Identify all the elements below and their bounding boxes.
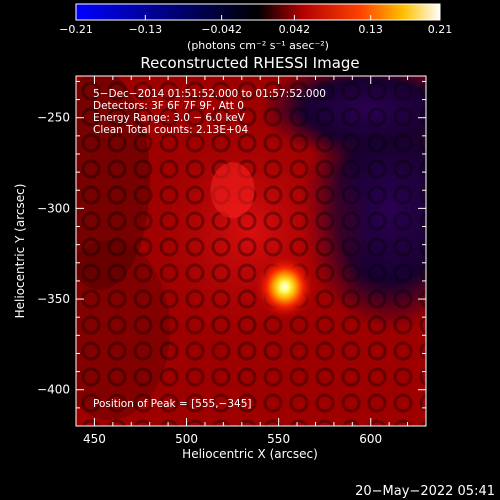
y-tick-label: −350: [37, 292, 70, 306]
x-axis-ticks: 450 500 550 600: [83, 76, 409, 446]
x-axis-label: Heliocentric X (arcsec): [182, 447, 318, 461]
heatmap-image: [76, 76, 426, 426]
colorbar-tick-label: 0.042: [279, 23, 311, 36]
colorbar-tick-label: 0.13: [358, 23, 383, 36]
x-tick-label: 500: [175, 432, 198, 446]
footer-timestamp: 20−May−2022 05:41: [355, 484, 495, 499]
peak-position-label: Position of Peak = [555,−345]: [93, 398, 252, 410]
y-tick-label: −400: [37, 383, 70, 397]
colorbar: −0.21 −0.13 −0.042 0.042 0.13 0.21 (photons c…: [59, 3, 452, 52]
secondary-source-mark: [210, 162, 255, 219]
colorbar-tick-label: 0.21: [428, 23, 453, 36]
x-tick-label: 450: [83, 432, 106, 446]
colorbar-tick-label: −0.13: [128, 23, 162, 36]
colorbar-gradient: [75, 3, 441, 21]
annotation-line: Detectors: 3F 6F 7F 9F, Att 0: [93, 100, 244, 112]
colorbar-ticks: −0.21 −0.13 −0.042 0.042 0.13 0.21: [59, 15, 452, 36]
peak-source-mark: [254, 254, 315, 319]
annotation-line: Clean Total counts: 2.13E+04: [93, 124, 248, 136]
y-tick-label: −250: [37, 111, 70, 125]
y-axis-ticks: −250 −300 −350 −400: [37, 80, 426, 409]
colorbar-tick-label: −0.21: [59, 23, 93, 36]
y-tick-label: −300: [37, 201, 70, 215]
x-tick-label: 600: [359, 432, 382, 446]
annotation-line: Energy Range: 3.0 − 6.0 keV: [93, 112, 246, 124]
chart-title: Reconstructed RHESSI Image: [140, 54, 359, 72]
colorbar-tick-label: −0.042: [201, 23, 242, 36]
annotation-block: 5−Dec−2014 01:51:52.000 to 01:57:52.000 …: [93, 88, 326, 136]
y-axis-label: Heliocentric Y (arcsec): [13, 184, 27, 319]
colorbar-units: (photons cm⁻² s⁻¹ asec⁻²): [187, 39, 329, 52]
annotation-line: 5−Dec−2014 01:51:52.000 to 01:57:52.000: [93, 88, 326, 100]
x-tick-label: 550: [267, 432, 290, 446]
plot-frame: [75, 75, 427, 427]
